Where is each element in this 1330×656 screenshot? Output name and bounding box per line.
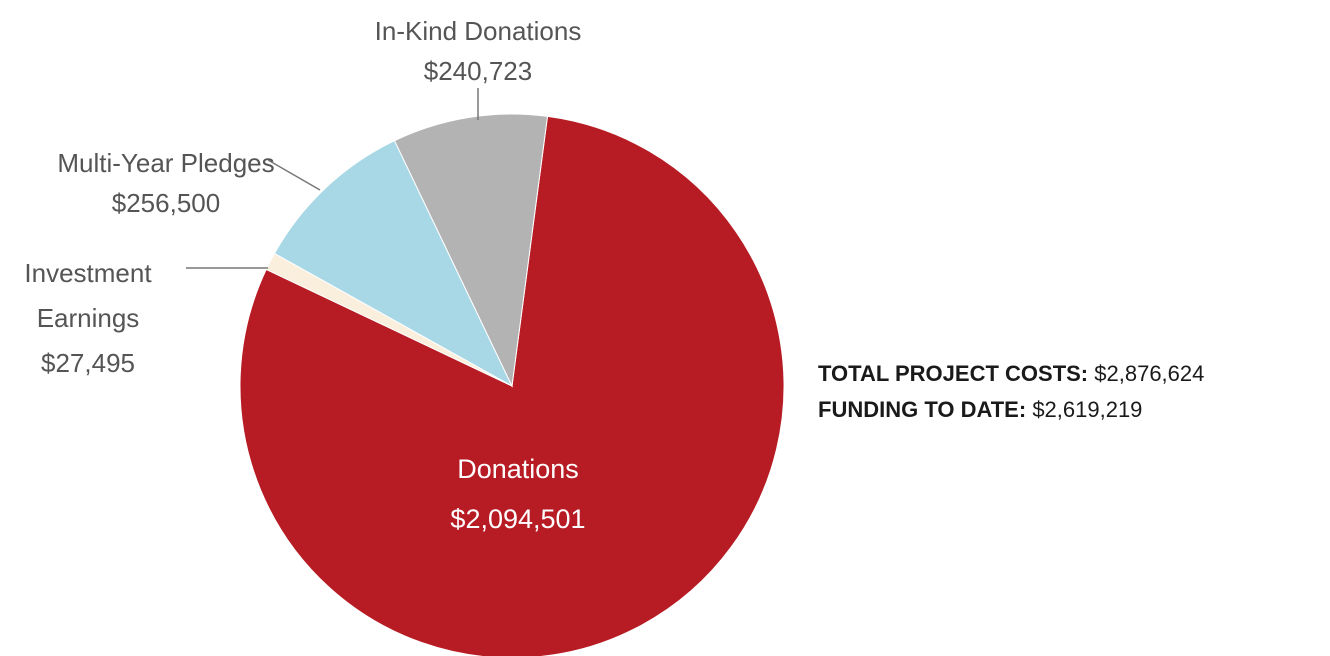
total-project-costs-row: TOTAL PROJECT COSTS: $2,876,624 [818,356,1204,392]
label-investment-value: $27,495 [41,348,135,378]
label-donations-value: $2,094,501 [450,504,585,534]
funding-to-date-value: $2,619,219 [1032,397,1143,422]
label-pledges-value: $256,500 [112,188,220,218]
label-in-kind-name: In-Kind Donations [375,16,582,46]
label-investment-name: Investment [24,258,152,288]
label-investment-name-2: Earnings [37,303,140,333]
total-project-costs-label: TOTAL PROJECT COSTS: [818,361,1089,386]
pie-slices [239,113,785,656]
label-pledges-name: Multi-Year Pledges [57,148,274,178]
funding-to-date-label: FUNDING TO DATE: [818,397,1027,422]
label-in-kind-value: $240,723 [424,56,532,86]
leader-line-pledges [267,159,321,191]
slice-in-kind-donations [393,113,549,388]
label-donations-name: Donations [457,454,579,484]
slice-multi-year-pledges [273,140,514,388]
total-project-costs-value: $2,876,624 [1094,361,1205,386]
funding-summary: TOTAL PROJECT COSTS: $2,876,624 FUNDING … [818,356,1204,428]
funding-to-date-row: FUNDING TO DATE: $2,619,219 [818,392,1204,428]
